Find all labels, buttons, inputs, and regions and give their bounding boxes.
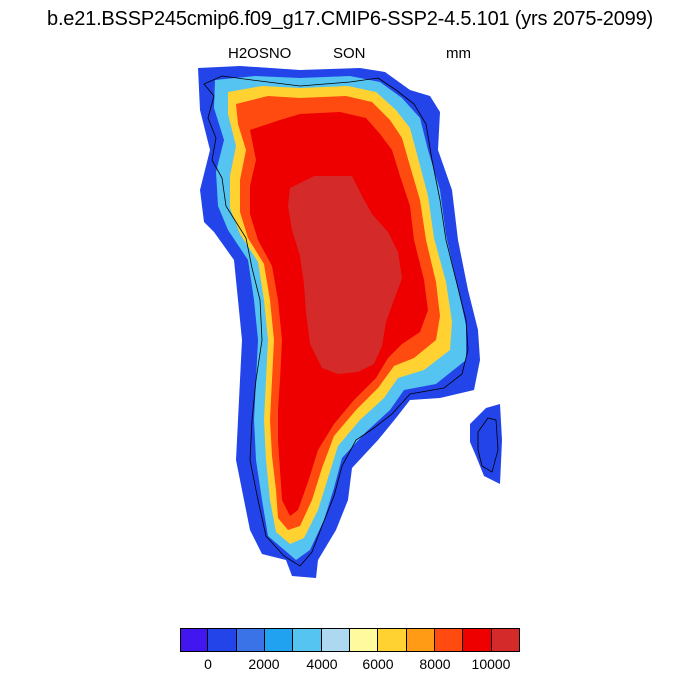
- coastline: [203, 75, 469, 567]
- units-label: mm: [446, 45, 471, 62]
- ice-sheet-core-region: [288, 176, 402, 374]
- east-island-coastline: [477, 417, 499, 473]
- colorbar-cell: [463, 628, 492, 652]
- colorbar-cell: [434, 628, 464, 652]
- colorbar-label-8000: 8000: [419, 656, 451, 672]
- colorbar-cell: [208, 628, 237, 652]
- colorbar-label-4000: 4000: [306, 656, 338, 672]
- plot-title: b.e21.BSSP245cmip6.f09_g17.CMIP6-SSP2-4.…: [47, 8, 653, 30]
- colorbar-cell: [293, 628, 322, 652]
- colorbar: [180, 628, 520, 652]
- greenland-snow-map: [198, 66, 502, 578]
- colorbar-cell: [236, 628, 265, 652]
- colorbar-label-10000: 10000: [471, 656, 511, 672]
- colorbar-label-2000: 2000: [248, 656, 280, 672]
- variable-label: H2OSNO: [228, 45, 292, 62]
- colorbar-label-6000: 6000: [362, 656, 394, 672]
- season-label: SON: [333, 45, 366, 62]
- colorbar-cell: [180, 628, 209, 652]
- colorbar-cell: [406, 628, 435, 652]
- colorbar-cell: [321, 628, 350, 652]
- colorbar-cell: [349, 628, 379, 652]
- colorbar-cell: [378, 628, 407, 652]
- colorbar-cell: [491, 628, 520, 652]
- colorbar-label-0: 0: [204, 656, 212, 672]
- colorbar-cell: [264, 628, 294, 652]
